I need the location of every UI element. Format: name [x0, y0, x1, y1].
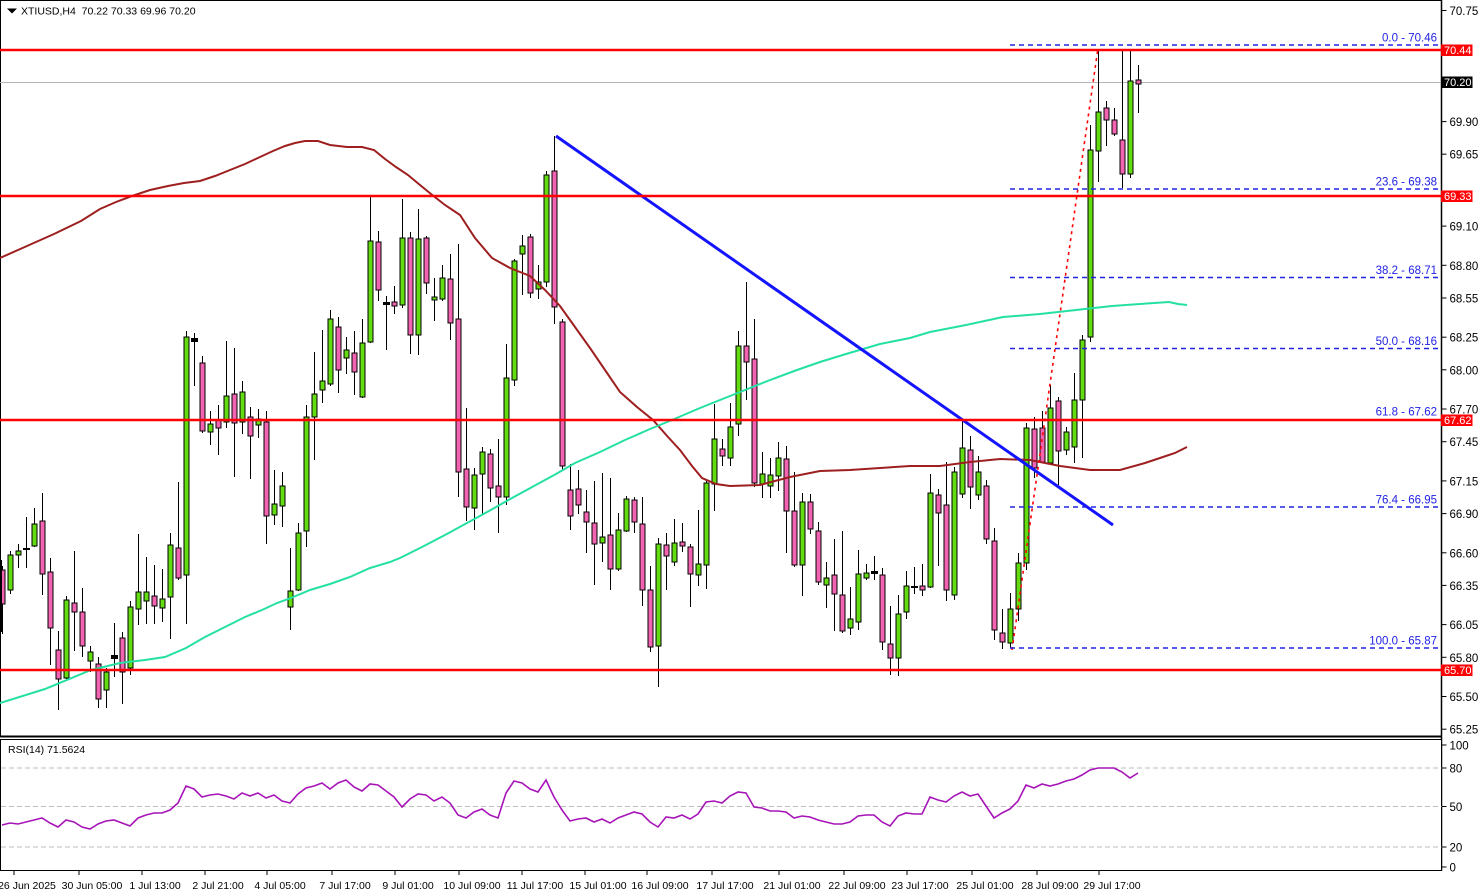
svg-text:16 Jul 09:00: 16 Jul 09:00	[631, 880, 688, 892]
svg-text:0: 0	[1450, 863, 1456, 875]
svg-text:68.25: 68.25	[1450, 333, 1479, 345]
svg-text:1 Jul 13:00: 1 Jul 13:00	[129, 880, 181, 892]
svg-text:66.60: 66.60	[1450, 548, 1479, 560]
svg-text:4 Jul 05:00: 4 Jul 05:00	[254, 880, 306, 892]
svg-text:65.25: 65.25	[1450, 725, 1479, 737]
svg-text:50.0 - 68.16: 50.0 - 68.16	[1376, 336, 1437, 348]
svg-text:26 Jun 2025: 26 Jun 2025	[0, 880, 56, 892]
svg-text:28 Jul 09:00: 28 Jul 09:00	[1021, 880, 1078, 892]
svg-text:70.20: 70.20	[1444, 77, 1472, 89]
svg-text:21 Jul 01:00: 21 Jul 01:00	[763, 880, 820, 892]
svg-text:69.33: 69.33	[1444, 191, 1472, 203]
svg-text:67.45: 67.45	[1450, 437, 1479, 449]
svg-text:65.50: 65.50	[1450, 692, 1479, 704]
svg-text:23.6 - 69.38: 23.6 - 69.38	[1376, 177, 1437, 189]
svg-text:25 Jul 01:00: 25 Jul 01:00	[956, 880, 1013, 892]
svg-text:23 Jul 17:00: 23 Jul 17:00	[891, 880, 948, 892]
svg-text:70.44: 70.44	[1444, 45, 1472, 57]
svg-text:2 Jul 21:00: 2 Jul 21:00	[192, 880, 244, 892]
svg-text:69.10: 69.10	[1450, 222, 1479, 234]
svg-text:68.00: 68.00	[1450, 365, 1479, 377]
svg-text:66.35: 66.35	[1450, 581, 1479, 593]
svg-text:7 Jul 17:00: 7 Jul 17:00	[319, 880, 371, 892]
svg-text:68.80: 68.80	[1450, 261, 1479, 273]
svg-text:38.2 - 68.71: 38.2 - 68.71	[1376, 265, 1437, 277]
svg-text:76.4 - 66.95: 76.4 - 66.95	[1376, 495, 1437, 507]
svg-text:17 Jul 17:00: 17 Jul 17:00	[696, 880, 753, 892]
svg-text:65.80: 65.80	[1450, 653, 1479, 665]
svg-text:100.0 - 65.87: 100.0 - 65.87	[1369, 636, 1437, 648]
svg-text:68.55: 68.55	[1450, 294, 1479, 306]
svg-text:66.90: 66.90	[1450, 509, 1479, 521]
svg-text:67.70: 67.70	[1450, 405, 1479, 417]
svg-text:69.65: 69.65	[1450, 150, 1479, 162]
svg-text:15 Jul 01:00: 15 Jul 01:00	[569, 880, 626, 892]
svg-text:9 Jul 01:00: 9 Jul 01:00	[382, 880, 434, 892]
svg-text:65.70: 65.70	[1444, 665, 1472, 677]
svg-text:22 Jul 09:00: 22 Jul 09:00	[828, 880, 885, 892]
svg-text:67.62: 67.62	[1444, 415, 1472, 427]
svg-text:50: 50	[1450, 802, 1463, 814]
svg-text:67.15: 67.15	[1450, 476, 1479, 488]
svg-text:66.05: 66.05	[1450, 620, 1479, 632]
svg-text:100: 100	[1450, 741, 1469, 753]
svg-text:11 Jul 17:00: 11 Jul 17:00	[507, 880, 564, 892]
svg-text:20: 20	[1450, 843, 1463, 855]
svg-text:RSI(14) 71.5624: RSI(14) 71.5624	[8, 744, 85, 756]
svg-text:61.8 - 67.62: 61.8 - 67.62	[1376, 407, 1437, 419]
svg-text:XTIUSD,H4 70.22 70.33 69.96 7: XTIUSD,H4 70.22 70.33 69.96 70.20	[21, 6, 196, 18]
svg-text:30 Jun 05:00: 30 Jun 05:00	[62, 880, 123, 892]
svg-text:80: 80	[1450, 764, 1463, 776]
svg-text:69.90: 69.90	[1450, 117, 1479, 129]
svg-text:10 Jul 09:00: 10 Jul 09:00	[443, 880, 500, 892]
svg-text:29 Jul 17:00: 29 Jul 17:00	[1083, 880, 1140, 892]
svg-text:0.0 - 70.46: 0.0 - 70.46	[1382, 33, 1437, 45]
svg-text:70.75: 70.75	[1450, 6, 1479, 18]
